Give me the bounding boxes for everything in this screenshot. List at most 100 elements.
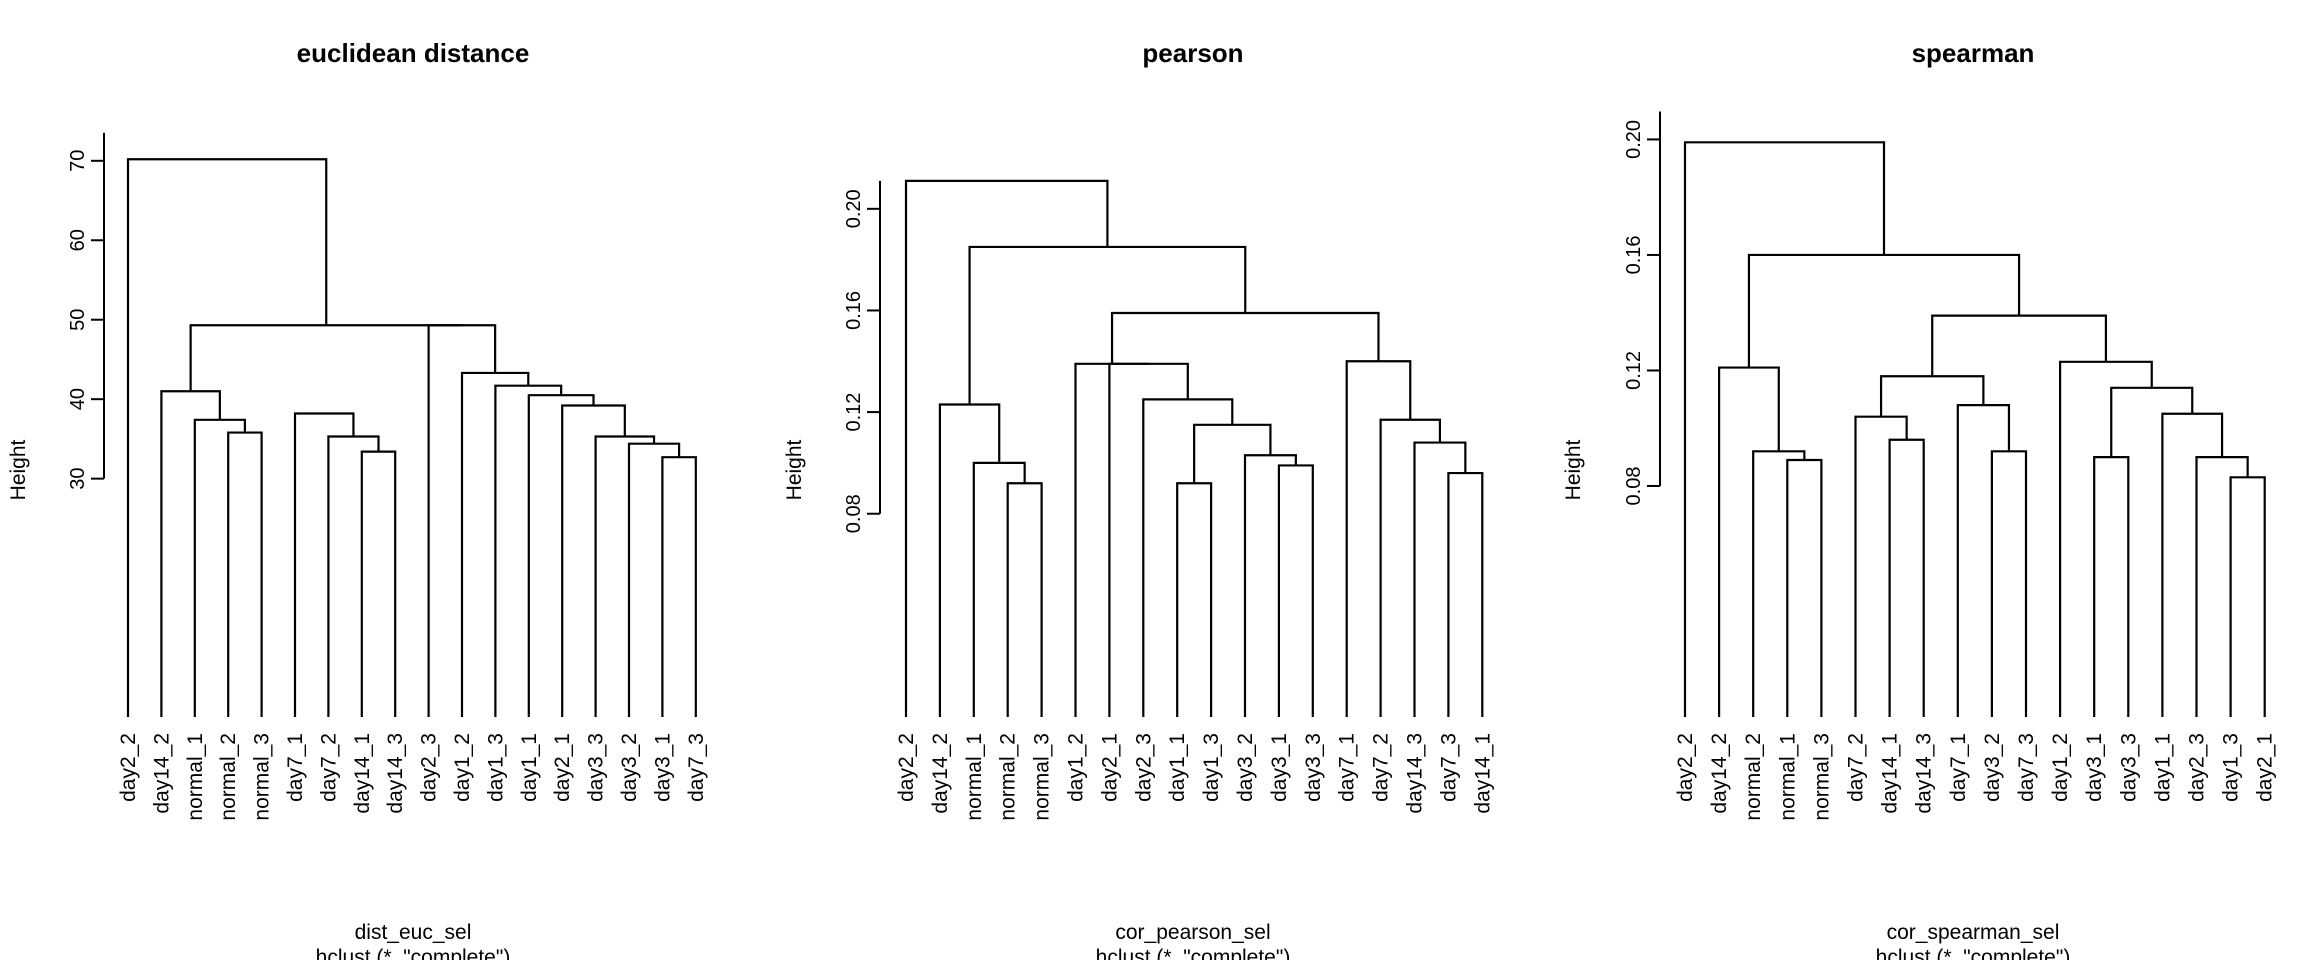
leaf-label: day3_2: [618, 733, 641, 802]
chart-title: pearson: [1142, 38, 1243, 68]
leaf-label: normal_1: [963, 733, 986, 821]
leaf-label: day1_3: [2220, 733, 2243, 802]
leaf-label: day14_2: [150, 733, 173, 814]
leaf-label: day3_3: [1302, 733, 1325, 802]
chart-title: euclidean distance: [297, 38, 530, 68]
dendrogram-branches: [904, 179, 1484, 717]
leaf-label: day7_1: [1947, 733, 1970, 802]
leaf-label: day3_3: [2117, 733, 2140, 802]
leaf-label: day1_1: [2151, 733, 2174, 802]
leaf-label: day2_3: [418, 733, 441, 802]
y-tick-label: 40: [67, 388, 89, 410]
y-tick-label: 0.20: [843, 189, 865, 228]
leaf-labels: day2_2 day14_2 normal_2 normal_1 normal_3 day…: [1674, 733, 2277, 821]
leaf-label: normal_3: [1031, 733, 1054, 821]
leaf-label: day14_3: [384, 733, 407, 814]
dendrogram-branches: [1683, 141, 2266, 717]
dendrogram-branch: [1683, 141, 1886, 717]
leaf-label: day1_2: [2049, 733, 2072, 802]
leaf-label: day2_3: [2186, 733, 2209, 802]
dendrogram-branch: [1074, 362, 1149, 717]
leaf-label: day1_3: [484, 733, 507, 802]
dendrogram-branch: [2195, 455, 2249, 717]
y-tick-label: 0.16: [843, 291, 865, 330]
leaf-labels: day2_2 day14_2 normal_1 normal_2 normal_3 day…: [895, 733, 1494, 821]
y-tick-label: 50: [67, 309, 89, 331]
leaf-label: normal_2: [1742, 733, 1765, 821]
leaf-label: day14_1: [1879, 733, 1902, 814]
leaf-labels: day2_2 day14_2 normal_1 normal_2 normal_3 day…: [117, 733, 708, 821]
leaf-label: day1_2: [451, 733, 474, 802]
dendrogram-branch: [904, 179, 1109, 717]
x-axis-label: dist_euc_sel: [355, 921, 472, 944]
dendrogram-branches: [126, 158, 697, 717]
dendrogram-branch: [1447, 471, 1484, 717]
leaf-label: day3_2: [1234, 733, 1257, 802]
leaf-label: day2_2: [895, 733, 918, 802]
dendrogram-branch: [968, 245, 1247, 405]
leaf-label: normal_2: [997, 733, 1020, 821]
y-tick-label: 0.20: [1623, 120, 1645, 159]
dendrogram-branch: [1752, 450, 1806, 717]
dendrogram-branch: [1345, 360, 1412, 717]
leaf-label: day3_1: [651, 733, 674, 802]
chart-title: spearman: [1912, 38, 2035, 68]
dendrogram-branch: [1413, 441, 1467, 717]
leaf-label: day7_2: [317, 733, 340, 802]
leaf-label: day2_1: [551, 733, 574, 802]
leaf-label: day7_3: [2015, 733, 2038, 802]
y-axis: 0.08 0.12 0.16 0.20: [843, 180, 881, 533]
y-axis: 0.08 0.12 0.16 0.20: [1623, 111, 1661, 506]
dendrogram-branch: [2093, 455, 2130, 717]
x-axis-label: cor_pearson_sel: [1115, 921, 1270, 944]
leaf-label: day3_1: [2083, 733, 2106, 802]
dendrogram-branch: [1718, 366, 1780, 717]
dendrogram-branch: [293, 412, 355, 717]
dendrogram-branch: [661, 456, 697, 717]
chart-subtitle: hclust (*, "complete"): [1096, 946, 1291, 960]
leaf-label: day14_2: [1708, 733, 1731, 814]
leaf-label: day1_1: [518, 733, 541, 802]
y-tick-label: 0.08: [1623, 467, 1645, 506]
leaf-label: normal_3: [1810, 733, 1833, 821]
leaf-label: day7_3: [1437, 733, 1460, 802]
chart-subtitle: hclust (*, "complete"): [316, 946, 511, 960]
y-axis-label: Height: [783, 439, 806, 500]
leaf-label: day7_1: [284, 733, 307, 802]
y-tick-label: 0.12: [1623, 351, 1645, 390]
leaf-label: day14_1: [1471, 733, 1494, 814]
chart-subtitle: hclust (*, "complete"): [1876, 946, 2071, 960]
leaf-label: day2_2: [1674, 733, 1697, 802]
y-tick-label: 0.12: [843, 393, 865, 432]
leaf-label: normal_3: [251, 733, 274, 821]
y-axis-label: Height: [7, 439, 30, 500]
y-tick-label: 60: [67, 229, 89, 251]
leaf-label: day2_1: [2254, 733, 2277, 802]
panel-spearman: spearman Height cor_spearman_sel hclust …: [1562, 38, 2277, 960]
leaf-label: day1_2: [1065, 733, 1088, 802]
dendrogram-branch: [1888, 438, 1925, 717]
dendrogram-branch: [126, 158, 328, 717]
y-tick-label: 0.16: [1623, 235, 1645, 274]
y-axis: 30 40 50 60 70: [67, 132, 105, 490]
leaf-label: normal_2: [217, 733, 240, 821]
leaf-label: day1_3: [1200, 733, 1223, 802]
y-tick-label: 70: [67, 150, 89, 172]
leaf-label: day3_1: [1268, 733, 1291, 802]
dendrogram-branch: [360, 450, 397, 717]
dendrogram-branch: [1379, 418, 1442, 717]
dendrogram-branch: [189, 324, 462, 392]
leaf-label: day7_1: [1336, 733, 1359, 802]
panel-euclidean: euclidean distance Height dist_euc_sel h…: [7, 38, 708, 960]
leaf-label: day3_3: [585, 733, 608, 802]
leaf-label: day14_2: [929, 733, 952, 814]
leaf-label: day14_3: [1913, 733, 1936, 814]
leaf-label: day7_2: [1845, 733, 1868, 802]
leaf-label: day2_3: [1132, 733, 1155, 802]
leaf-label: day7_2: [1370, 733, 1393, 802]
leaf-label: day1_1: [1166, 733, 1189, 802]
leaf-label: day14_3: [1404, 733, 1427, 814]
y-tick-label: 0.08: [843, 494, 865, 533]
leaf-label: day7_3: [685, 733, 708, 802]
